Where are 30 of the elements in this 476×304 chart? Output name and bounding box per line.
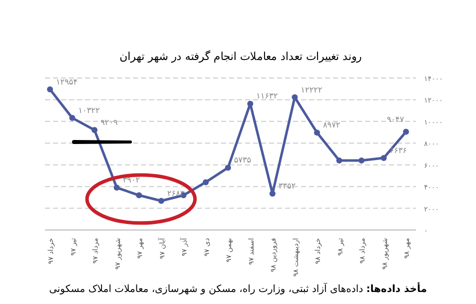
point (403, 128, 409, 135)
point (136, 192, 142, 198)
point (380, 154, 387, 161)
data-label: ۱۱۶۳۲ (256, 92, 278, 101)
point (92, 127, 98, 134)
point (69, 114, 76, 121)
data-label: ۸۹۷۲ (323, 120, 340, 130)
data-label: ۳۳۵۲ (278, 182, 296, 191)
chart-title: روند تغییرات تعداد معاملات انجام گرفته در شهر تهران (120, 50, 362, 63)
point (358, 158, 364, 164)
data-label: ۳۹۰۲ (122, 176, 140, 185)
point (158, 198, 164, 204)
point (270, 190, 276, 197)
point (292, 94, 298, 100)
data-label: ۹۲۰۹ (100, 118, 118, 128)
text: مأخذ داده‌ها: داده‌های آزاد ثبتی، وزارت راه، مسکن و شهرسازی، معاملات املاک مسکونی (49, 282, 427, 295)
data-label: ۵۷۳۵ (234, 156, 252, 165)
data-label: ۱۰۳۲۲ (78, 106, 100, 115)
point (202, 179, 209, 186)
data-label: ۶۶۳۶ (390, 146, 407, 155)
point (114, 184, 120, 191)
data-label: ۱۲۲۲۲ (300, 85, 322, 94)
point (47, 86, 53, 92)
data-label: ۹۰۴۷ (386, 114, 405, 124)
point (247, 100, 254, 107)
point (314, 130, 320, 136)
point (225, 164, 231, 171)
data-label: ۲۶۸۳ (167, 188, 186, 198)
data-label: ۱۲۹۵۴ (56, 77, 78, 86)
point (336, 158, 342, 164)
